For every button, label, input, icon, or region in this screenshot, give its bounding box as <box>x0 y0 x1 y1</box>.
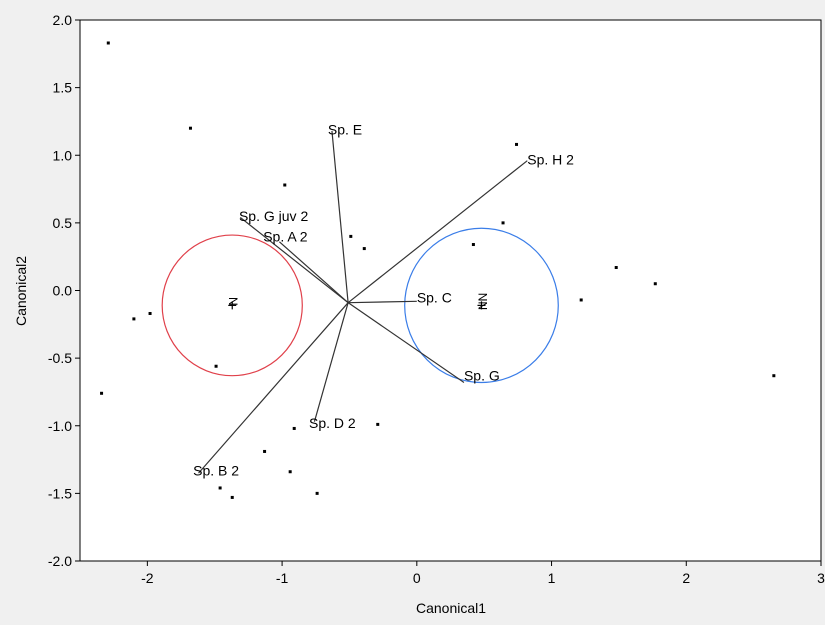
group-circle <box>161 234 303 377</box>
data-point <box>349 234 353 238</box>
vector-label: Sp. E <box>328 122 362 138</box>
y-tick-label: 1.0 <box>53 147 73 163</box>
data-point <box>288 470 292 474</box>
y-axis-title: Canonical2 <box>13 256 29 326</box>
data-point <box>283 183 287 187</box>
x-tick-label: 2 <box>682 570 690 586</box>
biplot-vector <box>278 241 349 304</box>
mean-label: N <box>226 297 240 306</box>
data-point <box>471 243 475 247</box>
y-tick-label: 0.5 <box>53 215 73 231</box>
biplot-vector <box>348 300 417 304</box>
data-point <box>315 491 319 495</box>
data-points <box>100 41 776 499</box>
x-axis-title: Canonical1 <box>416 600 486 616</box>
data-point <box>579 298 583 302</box>
y-axis: -2.0 -1.5 -1.0 -0.5 0.0 0.5 1.0 1.5 2.0 <box>48 12 80 569</box>
data-point <box>501 221 505 225</box>
data-point <box>218 486 222 490</box>
biplot-vector <box>347 302 465 383</box>
vector-label: Sp. B 2 <box>193 462 239 478</box>
biplot-vectors <box>198 130 528 474</box>
x-tick-label: 1 <box>548 570 556 586</box>
x-tick-label: 3 <box>817 570 825 586</box>
group-circles <box>161 227 559 384</box>
y-tick-label: 2.0 <box>53 12 73 28</box>
x-tick-label: -1 <box>276 570 289 586</box>
vector-labels: Sp. E Sp. H 2 Sp. G juv 2 Sp. A 2 Sp. C Sp. G… <box>193 122 574 479</box>
data-point <box>100 391 104 395</box>
biplot-vector <box>239 216 349 304</box>
data-point <box>376 422 380 426</box>
data-point <box>148 311 152 315</box>
biplot-vector <box>331 130 349 303</box>
vector-label: Sp. A 2 <box>263 228 308 244</box>
biplot-vector <box>347 160 528 304</box>
data-point <box>614 266 618 270</box>
data-point <box>653 282 657 286</box>
x-tick-label: 0 <box>413 570 421 586</box>
data-point <box>132 317 136 321</box>
data-point <box>106 41 110 45</box>
x-axis: -2 -1 0 1 2 3 <box>141 561 825 586</box>
vector-label: Sp. G juv 2 <box>239 208 308 224</box>
x-tick-label: -2 <box>141 570 154 586</box>
group-means: N NN <box>226 293 489 310</box>
data-point <box>292 426 296 430</box>
y-tick-label: -1.0 <box>48 418 72 434</box>
vector-label: Sp. G <box>464 368 500 384</box>
mean-label: NN <box>475 293 489 310</box>
data-point <box>263 449 267 453</box>
data-point <box>188 126 192 130</box>
data-point <box>515 142 519 146</box>
plot-area <box>79 19 822 562</box>
data-point <box>214 364 218 368</box>
y-tick-label: 0.0 <box>53 283 73 299</box>
y-tick-label: -1.5 <box>48 485 72 501</box>
data-point <box>230 495 234 499</box>
vector-label: Sp. C <box>417 289 452 305</box>
y-tick-label: 1.5 <box>53 80 73 96</box>
data-point <box>362 247 366 251</box>
vector-label: Sp. H 2 <box>527 151 574 167</box>
data-point <box>772 374 776 378</box>
biplot-vector <box>313 302 349 422</box>
y-tick-label: -0.5 <box>48 350 72 366</box>
y-tick-label: -2.0 <box>48 553 72 569</box>
vector-label: Sp. D 2 <box>309 415 356 431</box>
group-circle <box>404 227 559 384</box>
biplot-vector <box>198 302 349 474</box>
